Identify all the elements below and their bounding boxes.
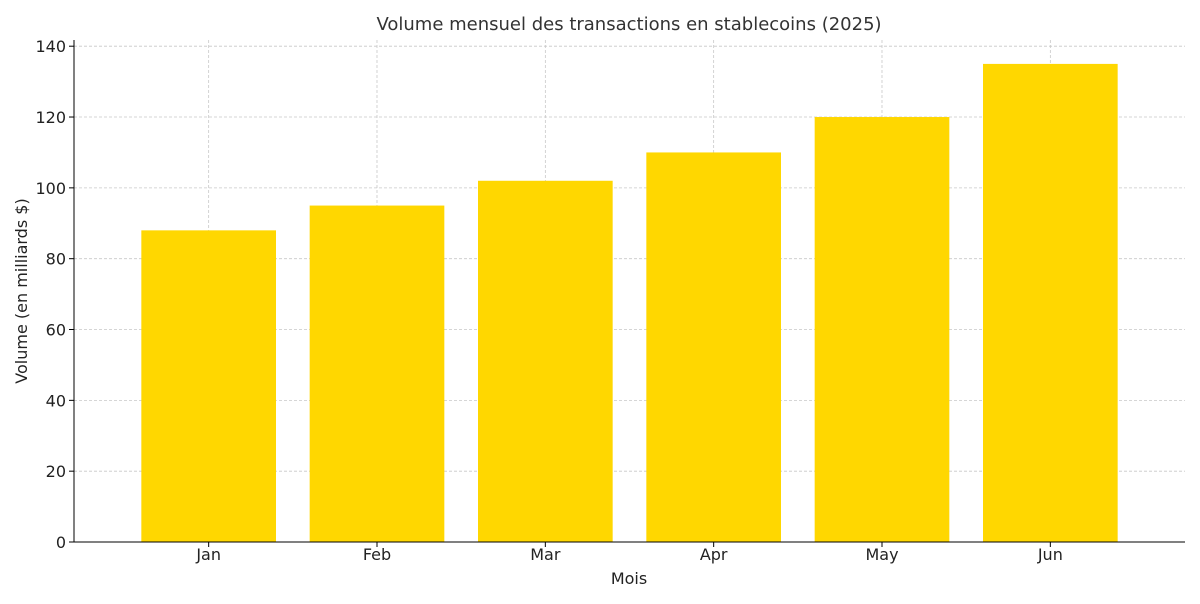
bar-may bbox=[814, 117, 950, 542]
y-axis-ticks: 0 20 40 60 80 100 120 140 bbox=[35, 37, 74, 552]
y-tick-label: 120 bbox=[35, 108, 66, 127]
x-tick-label: Jun bbox=[1037, 545, 1063, 564]
bar-mar bbox=[478, 180, 613, 542]
y-tick-label: 140 bbox=[35, 37, 66, 56]
axes bbox=[73, 40, 1185, 543]
bar-jun bbox=[983, 63, 1118, 543]
bars bbox=[141, 63, 1118, 543]
x-tick-label: Feb bbox=[363, 545, 391, 564]
bar-jan bbox=[141, 230, 276, 543]
bar-apr bbox=[646, 152, 781, 542]
x-axis-label: Mois bbox=[611, 569, 647, 588]
y-axis-label: Volume (en milliards $) bbox=[12, 198, 31, 383]
y-tick-label: 60 bbox=[46, 321, 66, 340]
x-tick-label: May bbox=[865, 545, 898, 564]
x-tick-label: Mar bbox=[530, 545, 561, 564]
y-tick-label: 0 bbox=[56, 533, 66, 552]
bar-feb bbox=[309, 205, 445, 542]
y-tick-label: 100 bbox=[35, 179, 66, 198]
x-tick-label: Jan bbox=[195, 545, 221, 564]
chart-title: Volume mensuel des transactions en stabl… bbox=[376, 14, 881, 35]
y-tick-label: 80 bbox=[46, 250, 66, 269]
x-axis-ticks: Jan Feb Mar Apr May Jun bbox=[195, 542, 1063, 564]
x-tick-label: Apr bbox=[700, 545, 728, 564]
y-tick-label: 40 bbox=[46, 391, 66, 410]
y-tick-label: 20 bbox=[46, 462, 66, 481]
